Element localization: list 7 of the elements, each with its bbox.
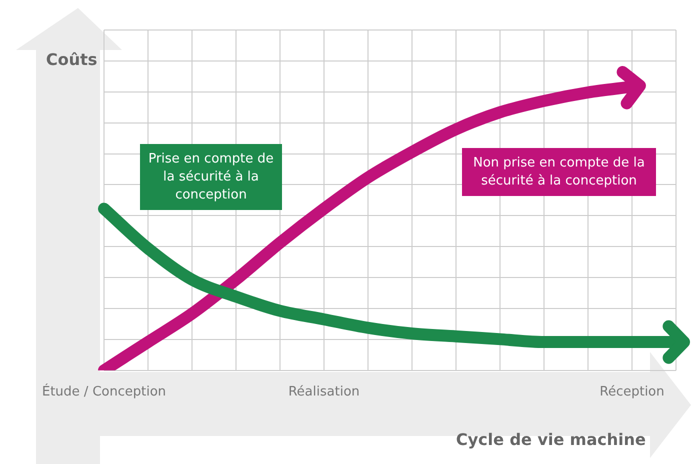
text: Non prise en compte de la sécurité à la conception [473,155,645,188]
x-tick-label: Étude / Conception [42,382,166,400]
x-axis-title: Cycle de vie machine [456,430,646,449]
text: Prise en compte de la sécurité à la conception [148,151,274,202]
x-tick-label: Réalisation [288,384,360,400]
x-tick-label: Réception [600,384,664,400]
y-axis-title: Coûts [46,50,98,69]
